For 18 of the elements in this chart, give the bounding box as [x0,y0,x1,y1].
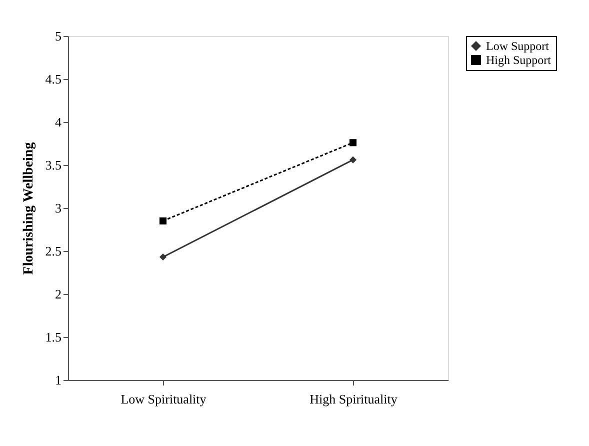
y-tick-label: 3.5 [45,158,62,172]
x-tick-label: High Spirituality [310,392,398,406]
y-tick-label: 1 [55,372,62,388]
y-tick-label: 1.5 [45,330,62,344]
y-tick-label: 4.5 [45,72,62,86]
legend-label: Low Support [486,39,550,53]
x-tick-label: Low Spirituality [120,392,207,406]
y-tick-label: 3 [55,200,62,216]
y-axis-title: Flourishing Wellbeing [21,142,36,275]
point [349,139,357,146]
point [159,217,167,224]
point [349,156,357,164]
point [159,253,167,261]
y-tick-label: 2.5 [45,244,62,258]
y-tick-label: 2 [55,286,62,302]
legend-label: High Support [486,53,552,67]
y-tick-label: 4 [55,114,62,130]
y-tick-label: 5 [55,28,62,44]
